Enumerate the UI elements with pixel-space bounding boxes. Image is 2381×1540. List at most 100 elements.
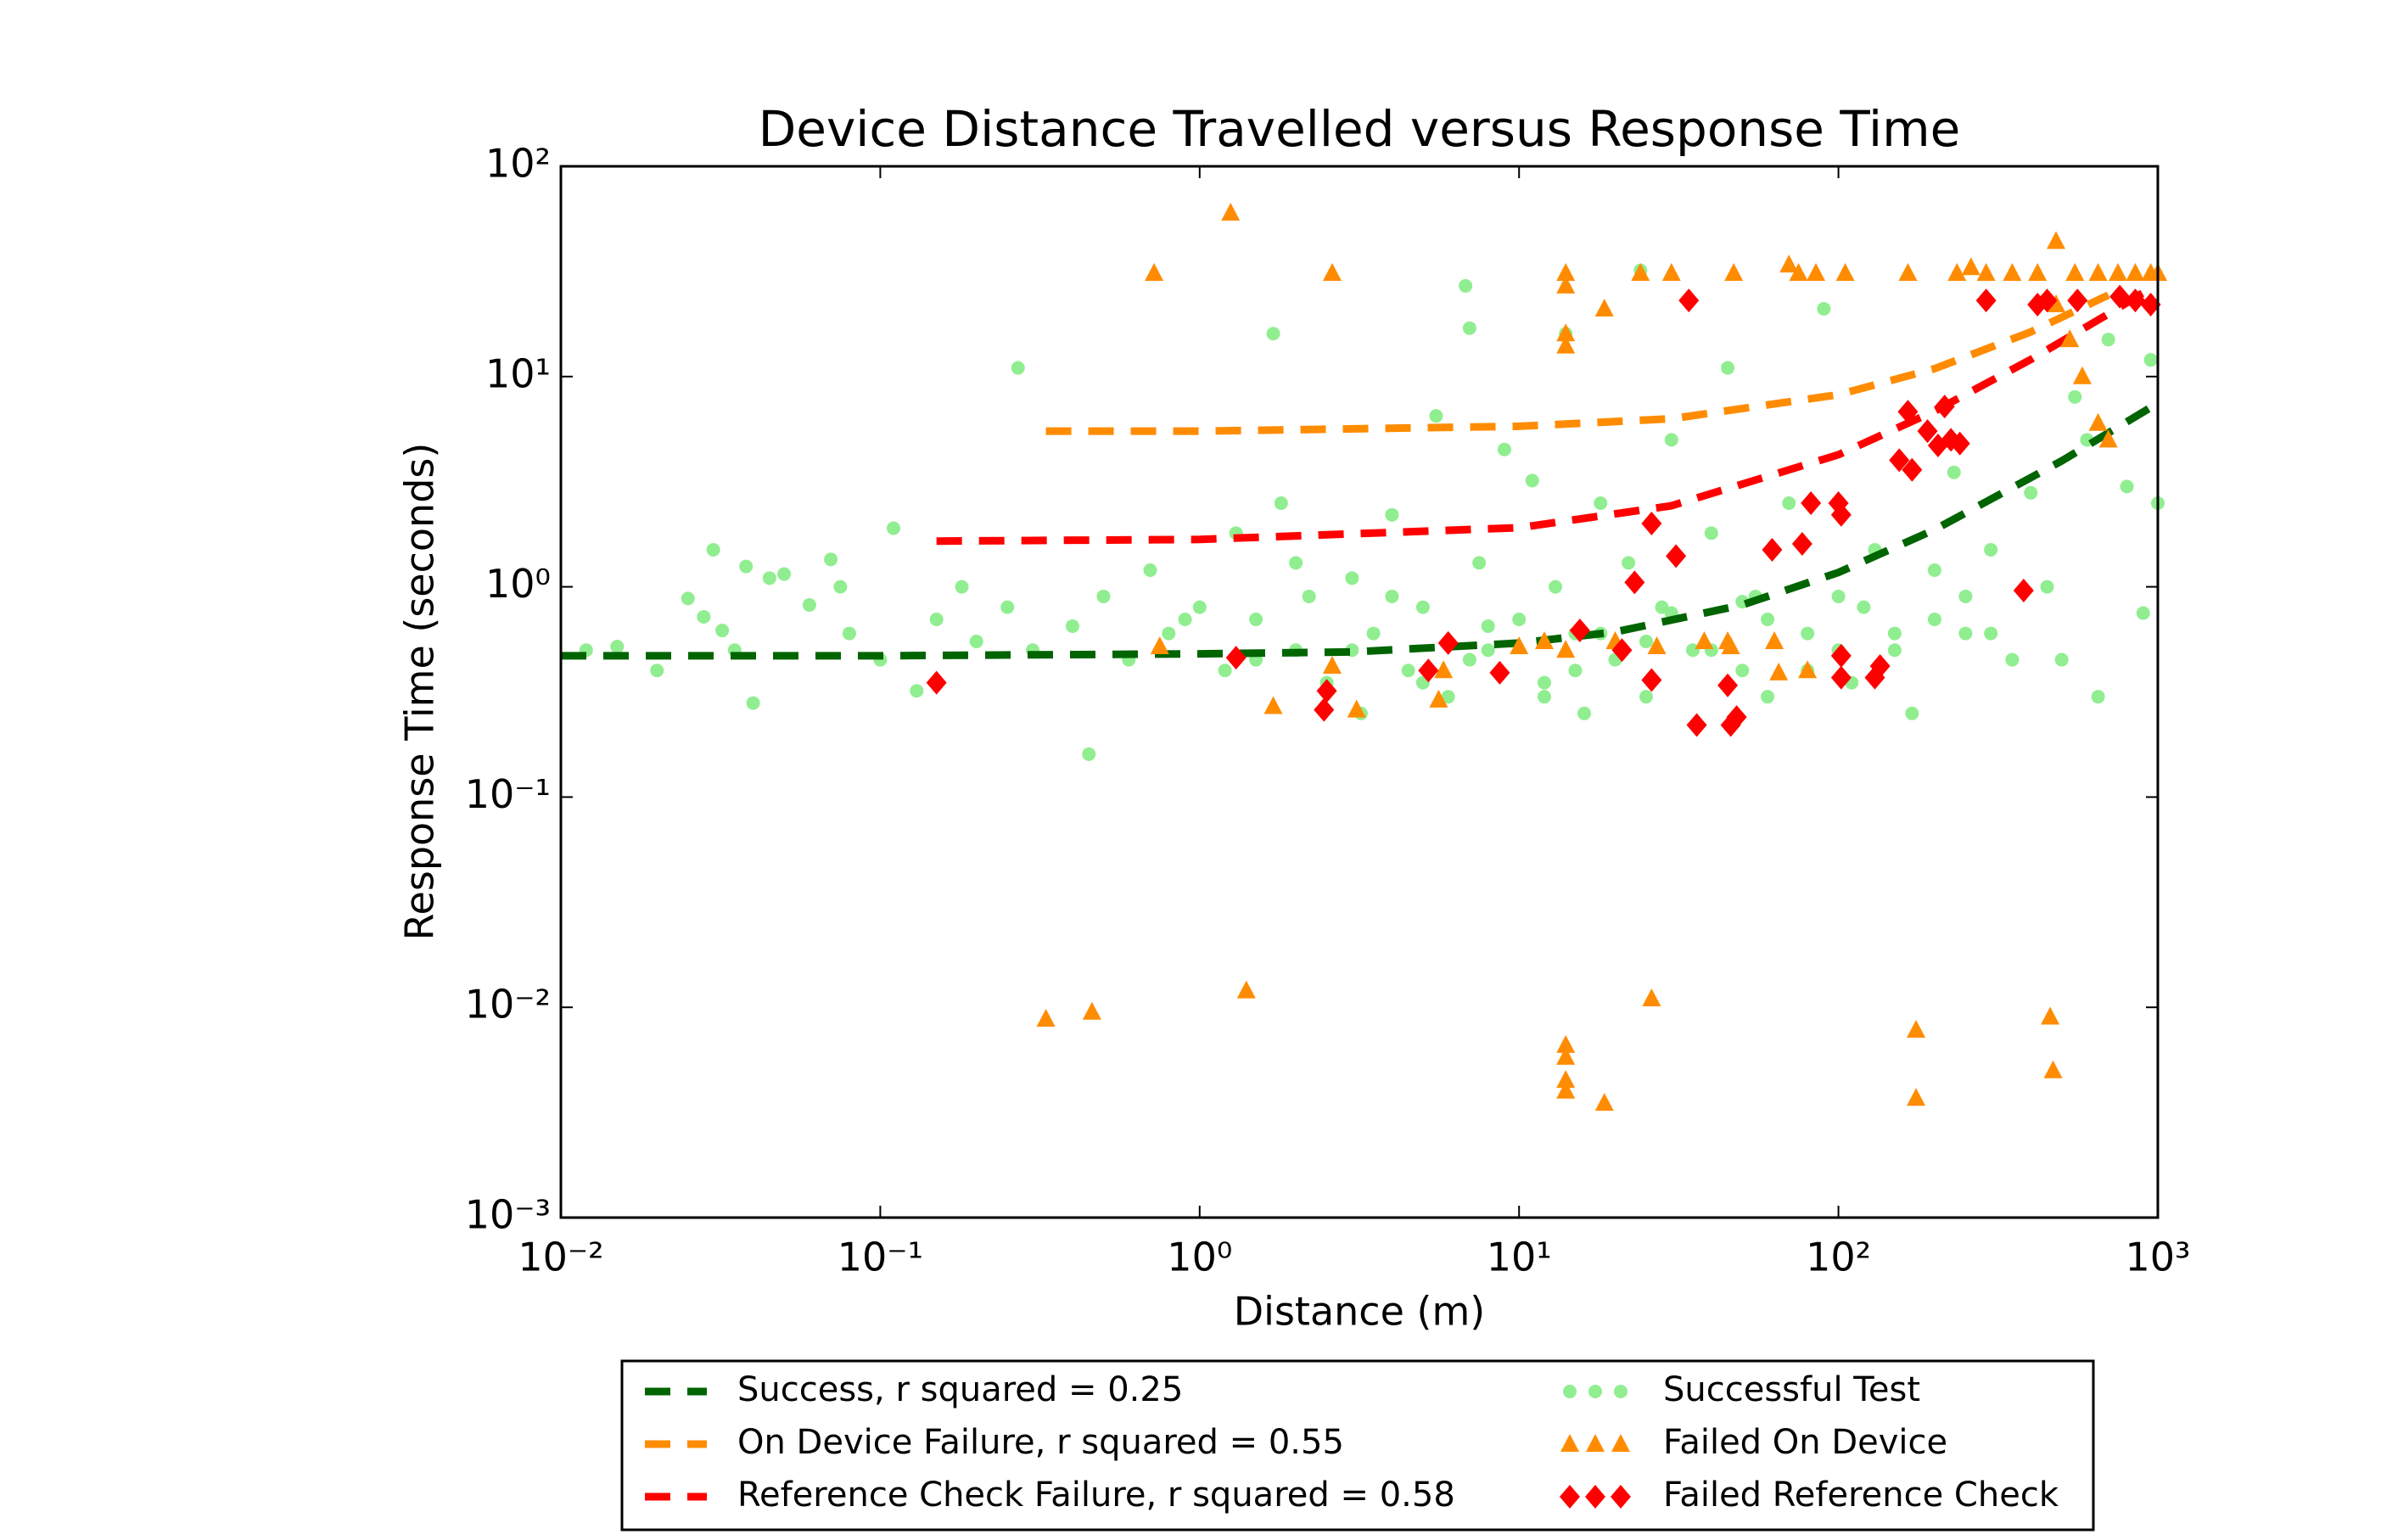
point [2005, 652, 2020, 667]
point [1761, 612, 1775, 626]
point [1011, 361, 1025, 375]
diamond-marker [1585, 1485, 1605, 1509]
point [1289, 556, 1303, 570]
point [1345, 571, 1359, 585]
diamond-marker [1897, 400, 1919, 424]
point [1415, 600, 1430, 614]
point [1761, 690, 1775, 704]
point [1563, 1385, 1577, 1398]
point [1178, 612, 1192, 626]
triangle-marker [1556, 1034, 1576, 1053]
triangle-marker [1556, 275, 1576, 294]
triangle-marker [1322, 263, 1342, 282]
triangle-marker [1221, 202, 1241, 221]
point [2024, 485, 2038, 500]
point [1549, 580, 1563, 594]
triangle-marker [1835, 263, 1855, 282]
triangle-marker [1907, 1088, 1926, 1106]
point [1385, 589, 1399, 603]
fit-line [561, 400, 2160, 660]
point [1462, 321, 1476, 335]
point [697, 609, 711, 624]
diamond-marker [1666, 544, 1687, 568]
point [1887, 643, 1902, 658]
triangle-marker [1560, 1434, 1579, 1452]
point [1857, 600, 1871, 614]
x-tick-label: 10¹ [1487, 1235, 1552, 1280]
triangle-marker [2126, 263, 2145, 282]
triangle-marker [1724, 263, 1744, 282]
point [1538, 690, 1552, 704]
point [2136, 606, 2150, 620]
legend-label: On Device Failure, r squared = 0.55 [737, 1423, 1344, 1462]
point [1735, 664, 1750, 678]
point [2120, 479, 2134, 494]
triangle-marker [1556, 263, 1576, 282]
triangle-marker [1721, 636, 1740, 654]
triangle-marker [1347, 699, 1366, 718]
triangle-marker [1556, 640, 1576, 658]
plot-frame [559, 165, 2160, 1219]
triangle-marker [1429, 689, 1448, 708]
triangle-marker [1647, 636, 1667, 654]
point [1905, 706, 1919, 720]
point [1143, 563, 1157, 577]
diamond-marker [2125, 288, 2146, 313]
point [1639, 634, 1653, 648]
legend: Successful Test Failed On Device Failed Re… [620, 1359, 2095, 1532]
diamond-marker [1560, 1485, 1580, 1509]
diamond-marker [1869, 653, 1891, 678]
point [2040, 580, 2054, 594]
triangle-marker [2072, 366, 2092, 384]
point [1817, 301, 1831, 316]
diamond-marker [1641, 512, 1662, 536]
triangle-marker [1510, 636, 1529, 654]
diamond-marker [2036, 288, 2058, 313]
point [1462, 652, 1476, 667]
point [1192, 600, 1207, 614]
triangle-marker [1556, 323, 1576, 342]
triangle-marker [1556, 1080, 1576, 1099]
point [1704, 526, 1718, 540]
diamond-marker [2013, 578, 2034, 602]
point [681, 591, 695, 606]
diamond-marker [1801, 490, 1822, 515]
point [2054, 652, 2069, 667]
triangle-marker [1631, 263, 1650, 282]
triangle-marker [1594, 298, 1614, 316]
triangle-marker [2003, 263, 2022, 282]
triangle-marker [1798, 660, 1818, 679]
diamond-marker [1316, 679, 1337, 703]
point [1249, 612, 1263, 626]
diamond-marker [1889, 448, 1910, 473]
point [969, 634, 983, 648]
triangle-marker [1769, 662, 1789, 680]
point [833, 580, 848, 594]
triangle-marker [1236, 980, 1256, 999]
diamond-marker [1726, 705, 1747, 730]
triangle-marker [2060, 329, 2080, 348]
point [2091, 690, 2105, 704]
point [706, 542, 720, 557]
diamond-marker [1611, 1485, 1631, 1509]
x-tick-label: 10² [1806, 1235, 1871, 1280]
diamond-marker [2109, 284, 2131, 309]
point [1801, 626, 1815, 641]
triangle-marker [1263, 696, 1283, 714]
x-tick-label: 10⁰ [1167, 1235, 1232, 1280]
diamond-marker [1720, 713, 1741, 737]
y-tick-label: 10⁻¹ [465, 771, 551, 817]
plot-area [561, 202, 2167, 1112]
y-tick-label: 10² [485, 141, 551, 187]
point [1385, 507, 1399, 522]
point [1401, 664, 1415, 678]
point [886, 521, 900, 535]
diamond-marker [926, 670, 947, 695]
triangle-marker [2041, 1006, 2060, 1025]
point [1887, 626, 1902, 641]
point [1947, 465, 1961, 479]
point [610, 639, 625, 653]
point [1614, 1385, 1627, 1398]
point [1266, 327, 1280, 341]
point [739, 559, 754, 574]
